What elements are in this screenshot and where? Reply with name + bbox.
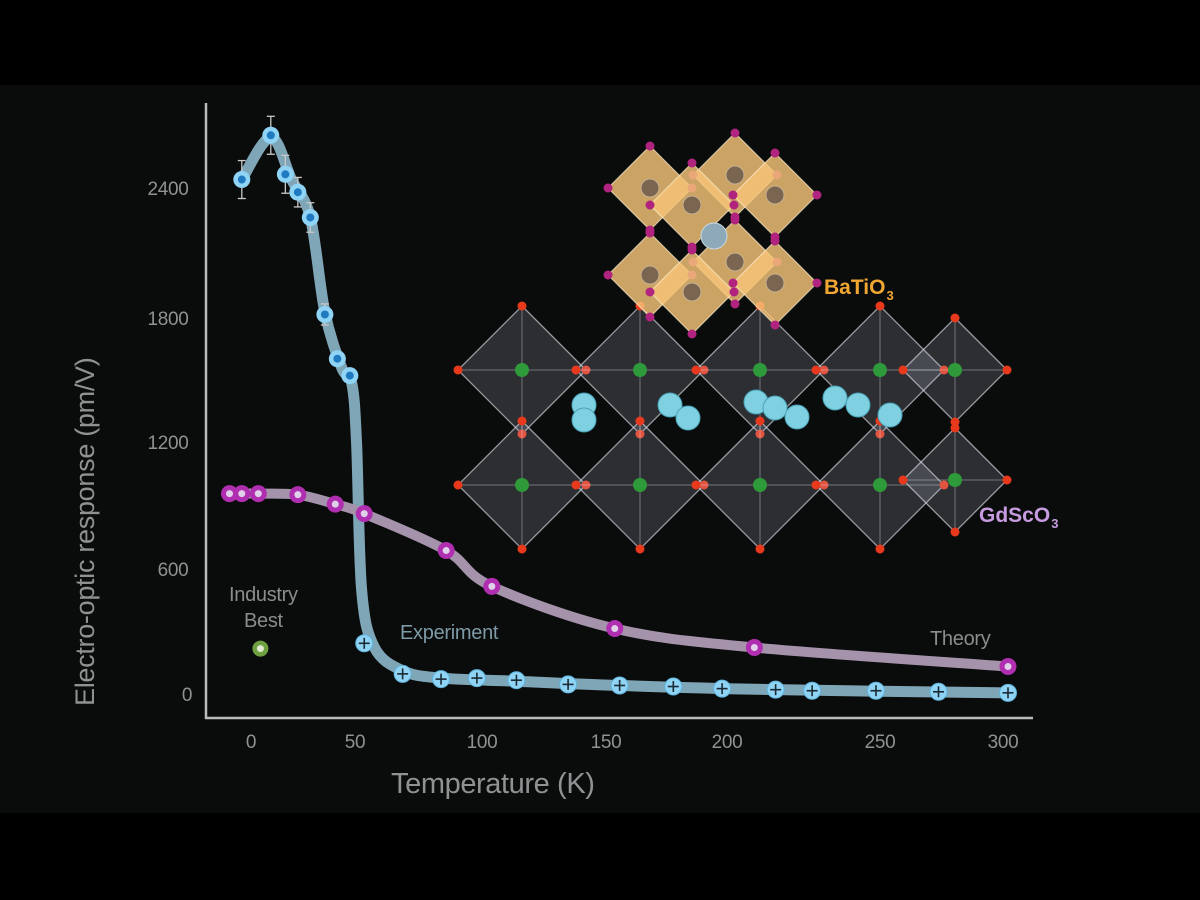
x-tick-0: 0 [245,732,257,753]
industry-best-line2: Best [243,610,283,632]
y-tick-600: 600 [157,560,189,581]
data-markers [221,115,1017,702]
gdsco3-label: GdScO3 [979,504,1058,531]
x-tick-250: 250 [864,732,896,753]
theory-label: Theory [930,628,991,650]
crystal-structure-inset [453,128,1012,554]
x-axis-title: Temperature (K) [391,768,595,800]
batio3-structure [603,128,822,339]
industry-best-line1: Industry [229,584,298,606]
experiment-label: Experiment [400,622,499,644]
y-tick-2400: 2400 [147,179,189,200]
industry-best-label: Industry Best [229,582,298,634]
y-axis-title: Electro-optic response (pm/V) [70,357,100,706]
batio3-label: BaTiO3 [824,276,894,303]
gdsco3-subscript: 3 [1051,516,1059,531]
y-tick-0: 0 [181,685,193,706]
axes [204,103,1033,720]
x-tick-300: 300 [987,732,1019,753]
batio3-text: BaTiO [824,276,886,299]
batio3-subscript: 3 [886,288,894,303]
x-tick-200: 200 [711,732,743,753]
y-tick-1800: 1800 [147,309,189,330]
x-tick-150: 150 [590,732,622,753]
x-tick-100: 100 [466,732,498,753]
x-tick-50: 50 [344,732,366,753]
gdsco3-structure [453,301,1012,554]
y-tick-1200: 1200 [147,433,189,454]
gdsco3-text: GdScO [979,504,1051,527]
